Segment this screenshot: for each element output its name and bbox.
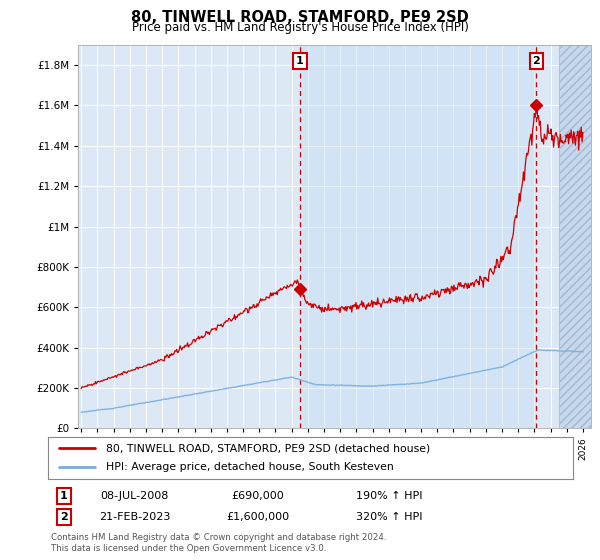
Bar: [300, 45, 536, 428]
Text: 1: 1: [60, 491, 68, 501]
Text: 21-FEB-2023: 21-FEB-2023: [99, 512, 170, 522]
Text: 1: 1: [296, 56, 304, 66]
Text: Price paid vs. HM Land Registry's House Price Index (HPI): Price paid vs. HM Land Registry's House …: [131, 21, 469, 34]
Text: 320% ↑ HPI: 320% ↑ HPI: [356, 512, 422, 522]
Text: 08-JUL-2008: 08-JUL-2008: [100, 491, 169, 501]
Text: 2: 2: [533, 56, 541, 66]
Text: £1,600,000: £1,600,000: [226, 512, 290, 522]
Text: 190% ↑ HPI: 190% ↑ HPI: [356, 491, 422, 501]
Text: 2: 2: [60, 512, 68, 522]
Text: HPI: Average price, detached house, South Kesteven: HPI: Average price, detached house, Sout…: [106, 463, 394, 473]
Text: 80, TINWELL ROAD, STAMFORD, PE9 2SD (detached house): 80, TINWELL ROAD, STAMFORD, PE9 2SD (det…: [106, 443, 430, 453]
Text: £690,000: £690,000: [232, 491, 284, 501]
Text: 80, TINWELL ROAD, STAMFORD, PE9 2SD: 80, TINWELL ROAD, STAMFORD, PE9 2SD: [131, 10, 469, 25]
Bar: [559, 45, 591, 428]
Text: Contains HM Land Registry data © Crown copyright and database right 2024.
This d: Contains HM Land Registry data © Crown c…: [51, 533, 386, 553]
